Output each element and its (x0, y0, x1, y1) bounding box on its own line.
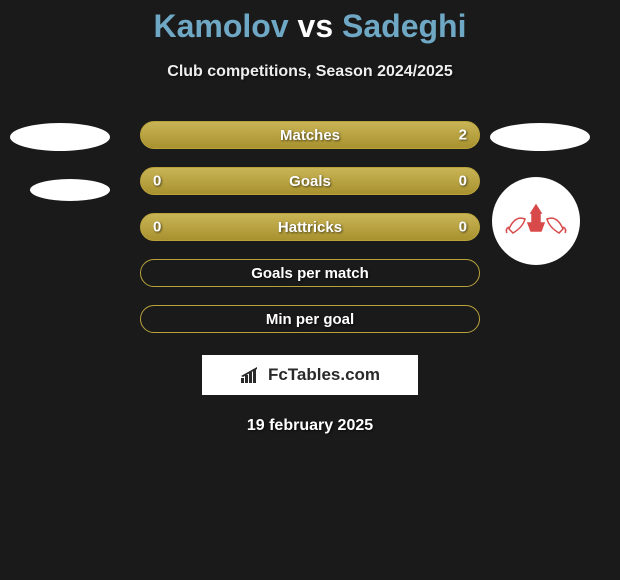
stat-right-value: 0 (459, 219, 467, 236)
bar-chart-icon (240, 366, 262, 384)
player2-name: Sadeghi (342, 8, 466, 44)
stat-label: Min per goal (266, 311, 354, 328)
stat-label: Matches (280, 127, 340, 144)
stat-left-value: 0 (153, 173, 161, 190)
stat-row-matches: Matches 2 (140, 121, 480, 149)
stat-label: Goals (289, 173, 331, 190)
player1-avatar-ellipse-bottom (30, 179, 110, 201)
subtitle: Club competitions, Season 2024/2025 (0, 63, 620, 81)
stat-row-goals-per-match: Goals per match (140, 259, 480, 287)
stat-right-value: 2 (459, 127, 467, 144)
player1-name: Kamolov (154, 8, 289, 44)
stat-label: Hattricks (278, 219, 342, 236)
stat-row-goals: 0 Goals 0 (140, 167, 480, 195)
player2-club-badge (492, 177, 580, 265)
stat-row-hattricks: 0 Hattricks 0 (140, 213, 480, 241)
comparison-card: Kamolov vs Sadeghi Club competitions, Se… (0, 0, 620, 435)
stat-row-min-per-goal: Min per goal (140, 305, 480, 333)
club-crest-icon (501, 199, 571, 243)
player2-avatar-ellipse-top (490, 123, 590, 151)
page-title: Kamolov vs Sadeghi (0, 8, 620, 45)
stat-right-value: 0 (459, 173, 467, 190)
branding-box[interactable]: FcTables.com (202, 355, 418, 395)
stat-label: Goals per match (251, 265, 369, 282)
stats-list: Matches 2 0 Goals 0 0 Hattricks 0 Goals … (140, 121, 480, 333)
vs-separator: vs (298, 8, 334, 44)
date-text: 19 february 2025 (0, 417, 620, 435)
stat-left-value: 0 (153, 219, 161, 236)
branding-text: FcTables.com (268, 365, 380, 385)
player1-avatar-ellipse-top (10, 123, 110, 151)
